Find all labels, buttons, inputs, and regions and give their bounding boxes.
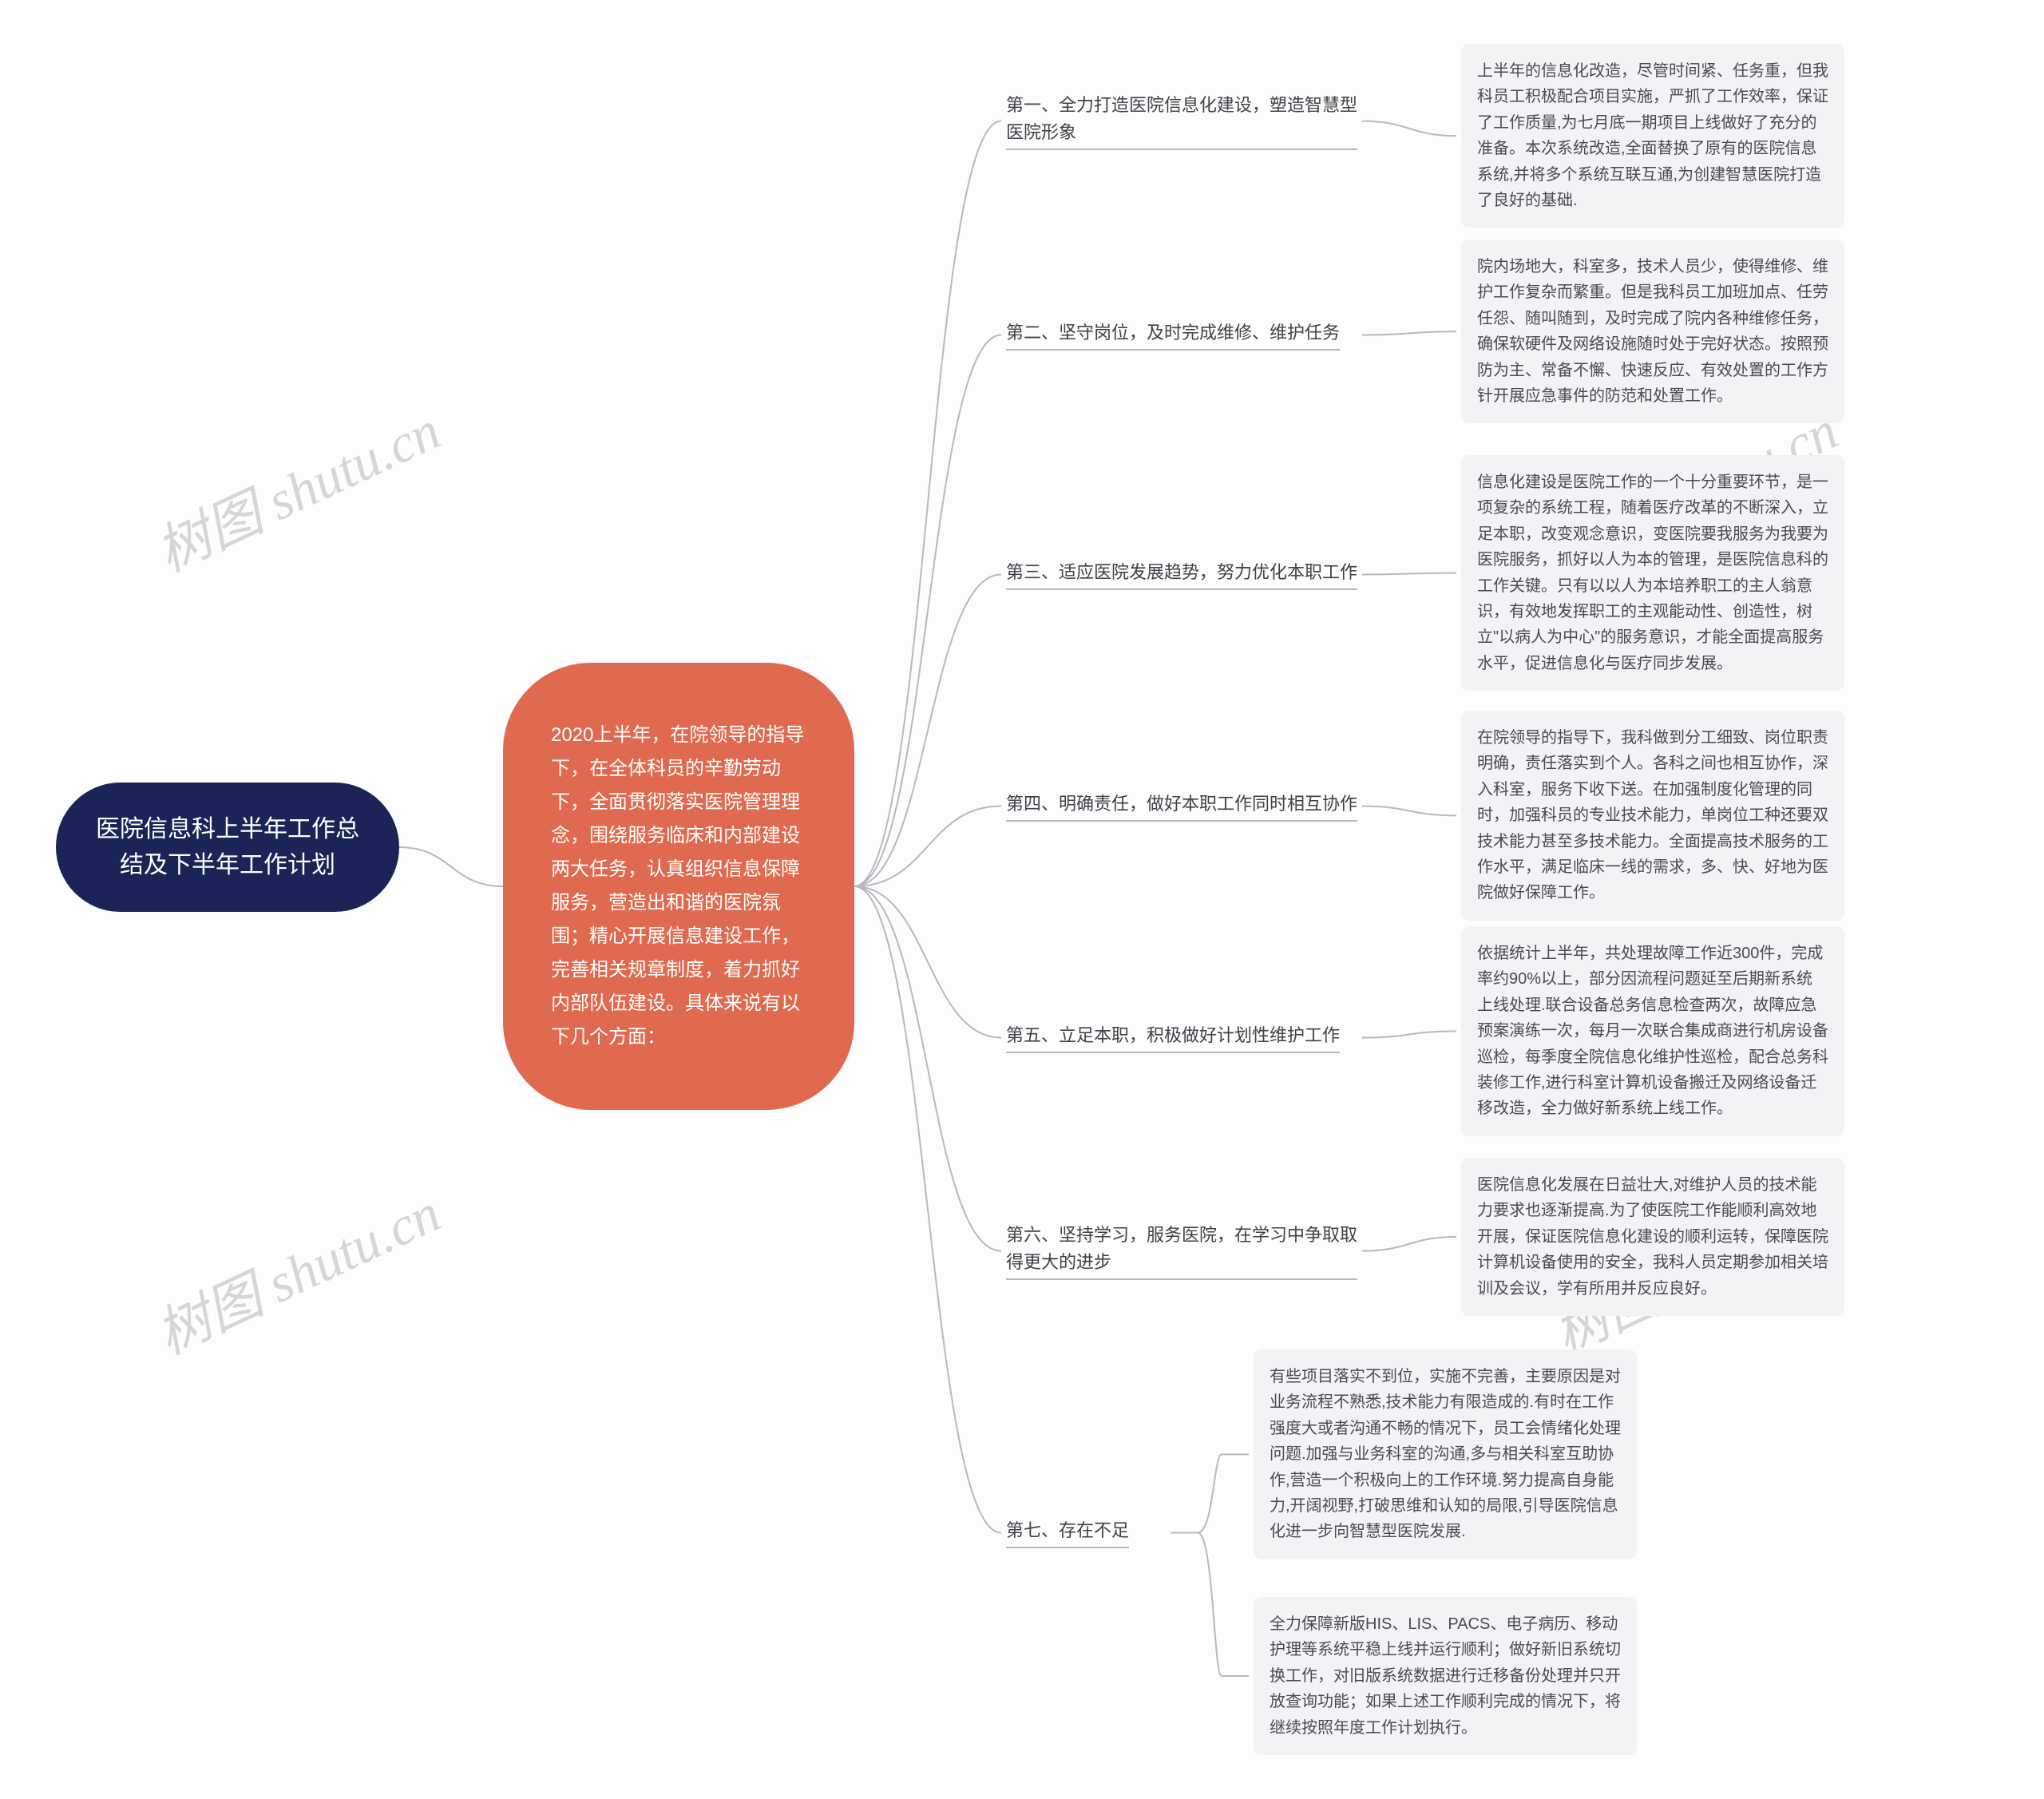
section-4-desc-1: 在院领导的指导下，我科做到分工细致、岗位职责明确，责任落实到个人。各科之间也相互… — [1461, 711, 1844, 921]
root-title: 医院信息科上半年工作总结及下半年工作计划 — [93, 811, 362, 883]
section-title-text-1: 第一、全力打造医院信息化建设，塑造智慧型医院形象 — [1006, 92, 1357, 150]
intro-node: 2020上半年，在院领导的指导下，在全体科员的辛勤劳动下，全面贯彻落实医院管理理… — [503, 663, 854, 1110]
section-7-desc-1: 有些项目落实不到位，实施不完善，主要原因是对业务流程不熟悉,技术能力有限造成的.… — [1254, 1349, 1637, 1559]
section-title-text-5: 第五、立足本职，积极做好计划性维护工作 — [1006, 1022, 1340, 1053]
section-title-3: 第三、适应医院发展趋势，努力优化本职工作 — [1006, 559, 1357, 590]
section-title-text-2: 第二、坚守岗位，及时完成维修、维护任务 — [1006, 319, 1340, 351]
section-2-desc-1: 院内场地大，科室多，技术人员少，使得维修、维护工作复杂而繁重。但是我科员工加班加… — [1461, 240, 1844, 423]
section-title-5: 第五、立足本职，积极做好计划性维护工作 — [1006, 1022, 1357, 1053]
root-node: 医院信息科上半年工作总结及下半年工作计划 — [56, 783, 399, 912]
section-title-text-3: 第三、适应医院发展趋势，努力优化本职工作 — [1006, 559, 1357, 590]
section-title-4: 第四、明确责任，做好本职工作同时相互协作 — [1006, 791, 1357, 822]
watermark-3: 树图 shutu.cn — [141, 1169, 451, 1369]
section-1-desc-1: 上半年的信息化改造，尽管时间紧、任务重，但我科员工积极配合项目实施，严抓了工作效… — [1461, 44, 1844, 228]
intro-text: 2020上半年，在院领导的指导下，在全体科员的辛勤劳动下，全面贯彻落实医院管理理… — [551, 719, 806, 1054]
section-5-desc-1: 依据统计上半年，共处理故障工作近300件，完成率约90%以上，部分因流程问题延至… — [1461, 926, 1844, 1136]
section-title-1: 第一、全力打造医院信息化建设，塑造智慧型医院形象 — [1006, 92, 1357, 150]
watermark-1: 树图 shutu.cn — [141, 386, 451, 587]
section-title-text-6: 第六、坚持学习，服务医院，在学习中争取取得更大的进步 — [1006, 1222, 1357, 1280]
section-3-desc-1: 信息化建设是医院工作的一个十分重要环节，是一项复杂的系统工程，随着医疗改革的不断… — [1461, 455, 1844, 691]
section-title-6: 第六、坚持学习，服务医院，在学习中争取取得更大的进步 — [1006, 1222, 1357, 1280]
section-title-text-7: 第七、存在不足 — [1006, 1517, 1129, 1548]
section-title-text-4: 第四、明确责任，做好本职工作同时相互协作 — [1006, 791, 1357, 822]
section-6-desc-1: 医院信息化发展在日益壮大,对维护人员的技术能力要求也逐渐提高.为了使医院工作能顺… — [1461, 1158, 1844, 1316]
section-title-7: 第七、存在不足 — [1006, 1517, 1166, 1548]
section-7-desc-2: 全力保障新版HIS、LIS、PACS、电子病历、移动护理等系统平稳上线并运行顺利… — [1254, 1597, 1637, 1755]
section-title-2: 第二、坚守岗位，及时完成维修、维护任务 — [1006, 319, 1357, 351]
